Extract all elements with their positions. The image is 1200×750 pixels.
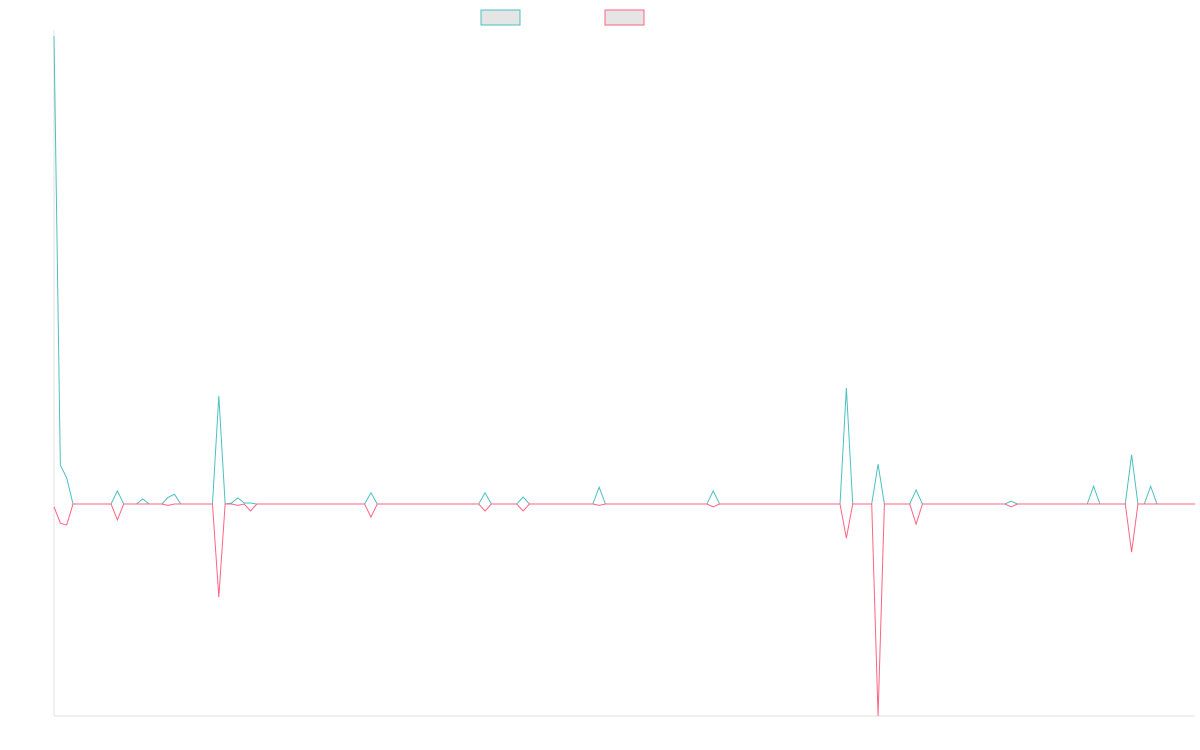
series-line-2: [53, 503, 1195, 717]
series-line-1: [53, 35, 1195, 505]
legend-item-2[interactable]: [604, 9, 645, 26]
plot-area: [53, 35, 1195, 717]
legend: [480, 9, 645, 26]
legend-swatch: [604, 9, 645, 26]
legend-item-1[interactable]: [480, 9, 521, 26]
legend-swatch: [480, 9, 521, 26]
